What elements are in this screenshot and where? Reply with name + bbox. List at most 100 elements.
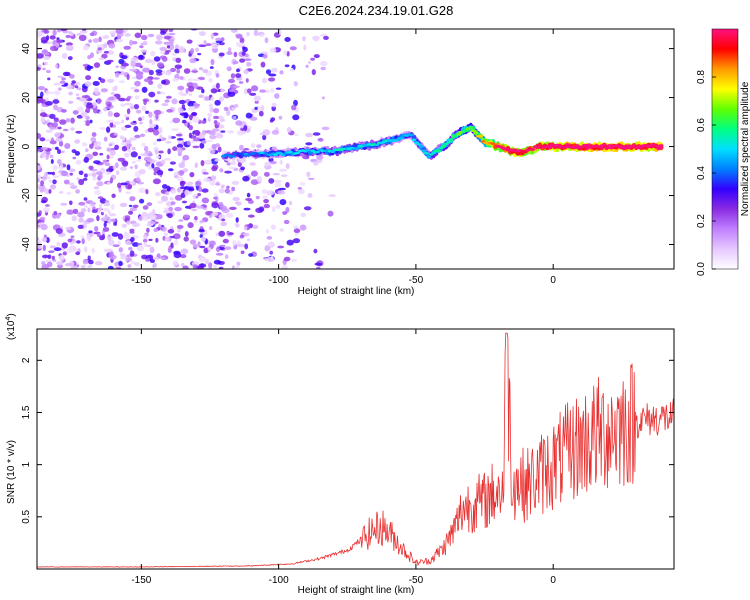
figure-title: C2E6.2024.234.19.01.G28 <box>299 3 454 18</box>
spectrogram-noise-cell <box>143 40 148 45</box>
spectrogram-noise-cell <box>143 145 149 152</box>
spectrogram-noise-cell <box>191 208 198 212</box>
spectrogram-noise-cell <box>175 133 183 137</box>
spectrogram-noise-cell <box>156 138 162 142</box>
spectrogram-noise-cell <box>143 78 152 83</box>
spectrogram-noise-cell <box>242 46 248 53</box>
spectrogram-noise-cell <box>164 158 171 161</box>
spectrogram-noise-cell <box>314 262 323 266</box>
spectrogram-noise-cell <box>126 108 131 115</box>
spectrogram-noise-cell <box>244 243 249 250</box>
spectrogram-noise-cell <box>93 141 102 147</box>
spectrogram-noise-cell <box>153 227 159 233</box>
spectrogram-noise-cell <box>153 56 161 62</box>
spectrogram-noise-cell <box>274 93 280 99</box>
spectrogram-noise-cell <box>218 230 226 237</box>
spectrogram-noise-cell <box>185 181 193 187</box>
spectrogram-noise-cell <box>248 253 254 257</box>
spectrogram-ridge-cell <box>374 143 380 147</box>
spectrogram-noise-cell <box>217 146 222 153</box>
spectrogram-noise-cell <box>195 205 204 209</box>
spectrogram-noise <box>37 29 336 269</box>
spectrogram-x-axis-label: Height of straight line (km) <box>298 286 415 297</box>
spectrogram-noise-cell <box>239 144 244 151</box>
spectrogram-noise-cell <box>166 108 173 113</box>
spectrogram-noise-cell <box>266 190 275 196</box>
spectrogram-noise-cell <box>118 247 124 253</box>
spectrogram-noise-cell <box>139 45 144 49</box>
spectrogram-noise-cell <box>227 232 234 236</box>
spectrogram-noise-cell <box>264 171 270 177</box>
spectrogram-noise-cell <box>143 99 147 106</box>
spectrogram-noise-cell <box>124 33 131 37</box>
spectrogram-noise-cell <box>213 196 218 200</box>
spectrogram-noise-cell <box>112 244 120 247</box>
spectrogram-noise-cell <box>138 187 146 194</box>
spectrogram-noise-cell <box>215 183 221 186</box>
spectrogram-noise-cell <box>52 99 60 104</box>
spectrogram-noise-cell <box>70 235 75 238</box>
spectrogram-ridge-cell <box>448 138 454 142</box>
spectrogram-noise-cell <box>256 144 262 149</box>
spectrogram-noise-cell <box>66 118 71 123</box>
spectrogram-noise-cell <box>109 30 118 35</box>
spectrogram-noise-cell <box>115 29 124 34</box>
spectrogram-noise-cell <box>213 265 217 268</box>
spectrogram-noise-cell <box>187 78 193 82</box>
spectrogram-noise-cell <box>78 97 87 102</box>
spectrogram-noise-cell <box>99 127 107 130</box>
spectrogram-noise-cell <box>227 47 232 52</box>
spectrogram-noise-cell <box>289 46 297 51</box>
spectrogram-noise-cell <box>278 187 286 191</box>
spectrogram-x-tick-label: -150 <box>131 275 151 286</box>
spectrogram-noise-cell <box>195 195 199 199</box>
spectrogram-noise-cell <box>211 202 220 209</box>
spectrogram-noise-cell <box>178 169 185 176</box>
spectrogram-noise-cell <box>37 165 41 171</box>
spectrogram-noise-cell <box>249 92 257 96</box>
spectrogram-noise-cell <box>105 171 111 176</box>
spectrogram-noise-cell <box>204 159 212 165</box>
spectrogram-noise-cell <box>178 162 186 169</box>
spectrogram-noise-cell <box>56 261 64 266</box>
spectrogram-noise-cell <box>80 264 86 269</box>
spectrogram-noise-cell <box>218 115 224 120</box>
spectrogram-noise-cell <box>219 244 226 248</box>
spectrogram-noise-cell <box>192 243 200 248</box>
spectrogram-noise-cell <box>254 100 259 104</box>
spectrogram-noise-cell <box>61 242 68 249</box>
spectrogram-noise-cell <box>215 40 223 44</box>
spectrogram-noise-cell <box>161 79 167 85</box>
spectrogram-noise-cell <box>246 192 251 198</box>
spectrogram-noise-cell <box>188 85 195 92</box>
spectrogram-noise-cell <box>49 113 56 119</box>
spectrogram-noise-cell <box>93 108 98 114</box>
spectrogram-noise-cell <box>126 220 131 225</box>
spectrogram-noise-cell <box>106 126 111 133</box>
spectrogram-noise-cell <box>243 226 248 231</box>
spectrogram-noise-cell <box>90 137 97 143</box>
spectrogram-noise-cell <box>115 170 120 175</box>
spectrogram-ridge-cell <box>428 153 434 156</box>
spectrogram-noise-cell <box>159 46 167 51</box>
colorbar-frame <box>711 28 739 270</box>
spectrogram-noise-cell <box>146 244 152 248</box>
spectrogram-noise-cell <box>129 250 135 257</box>
spectrogram-noise-cell <box>227 78 236 84</box>
spectrogram-noise-cell <box>43 29 50 34</box>
spectrogram-noise-cell <box>271 206 276 213</box>
spectrogram-noise-cell <box>78 170 84 176</box>
spectrogram-noise-cell <box>107 110 113 117</box>
spectrogram-noise-cell <box>214 158 221 162</box>
spectrogram-noise-cell <box>83 246 88 253</box>
spectrogram-ridge-cell <box>421 149 427 153</box>
spectrogram-noise-cell <box>68 91 73 96</box>
spectrogram-noise-cell <box>130 237 135 242</box>
spectrogram-noise-cell <box>181 104 186 110</box>
snr-x-tick-label: -150 <box>131 575 151 586</box>
spectrogram-noise-cell <box>208 130 216 136</box>
spectrogram-noise-cell <box>83 197 88 201</box>
spectrogram-noise-cell <box>289 200 293 206</box>
spectrogram-noise-cell <box>203 207 208 211</box>
